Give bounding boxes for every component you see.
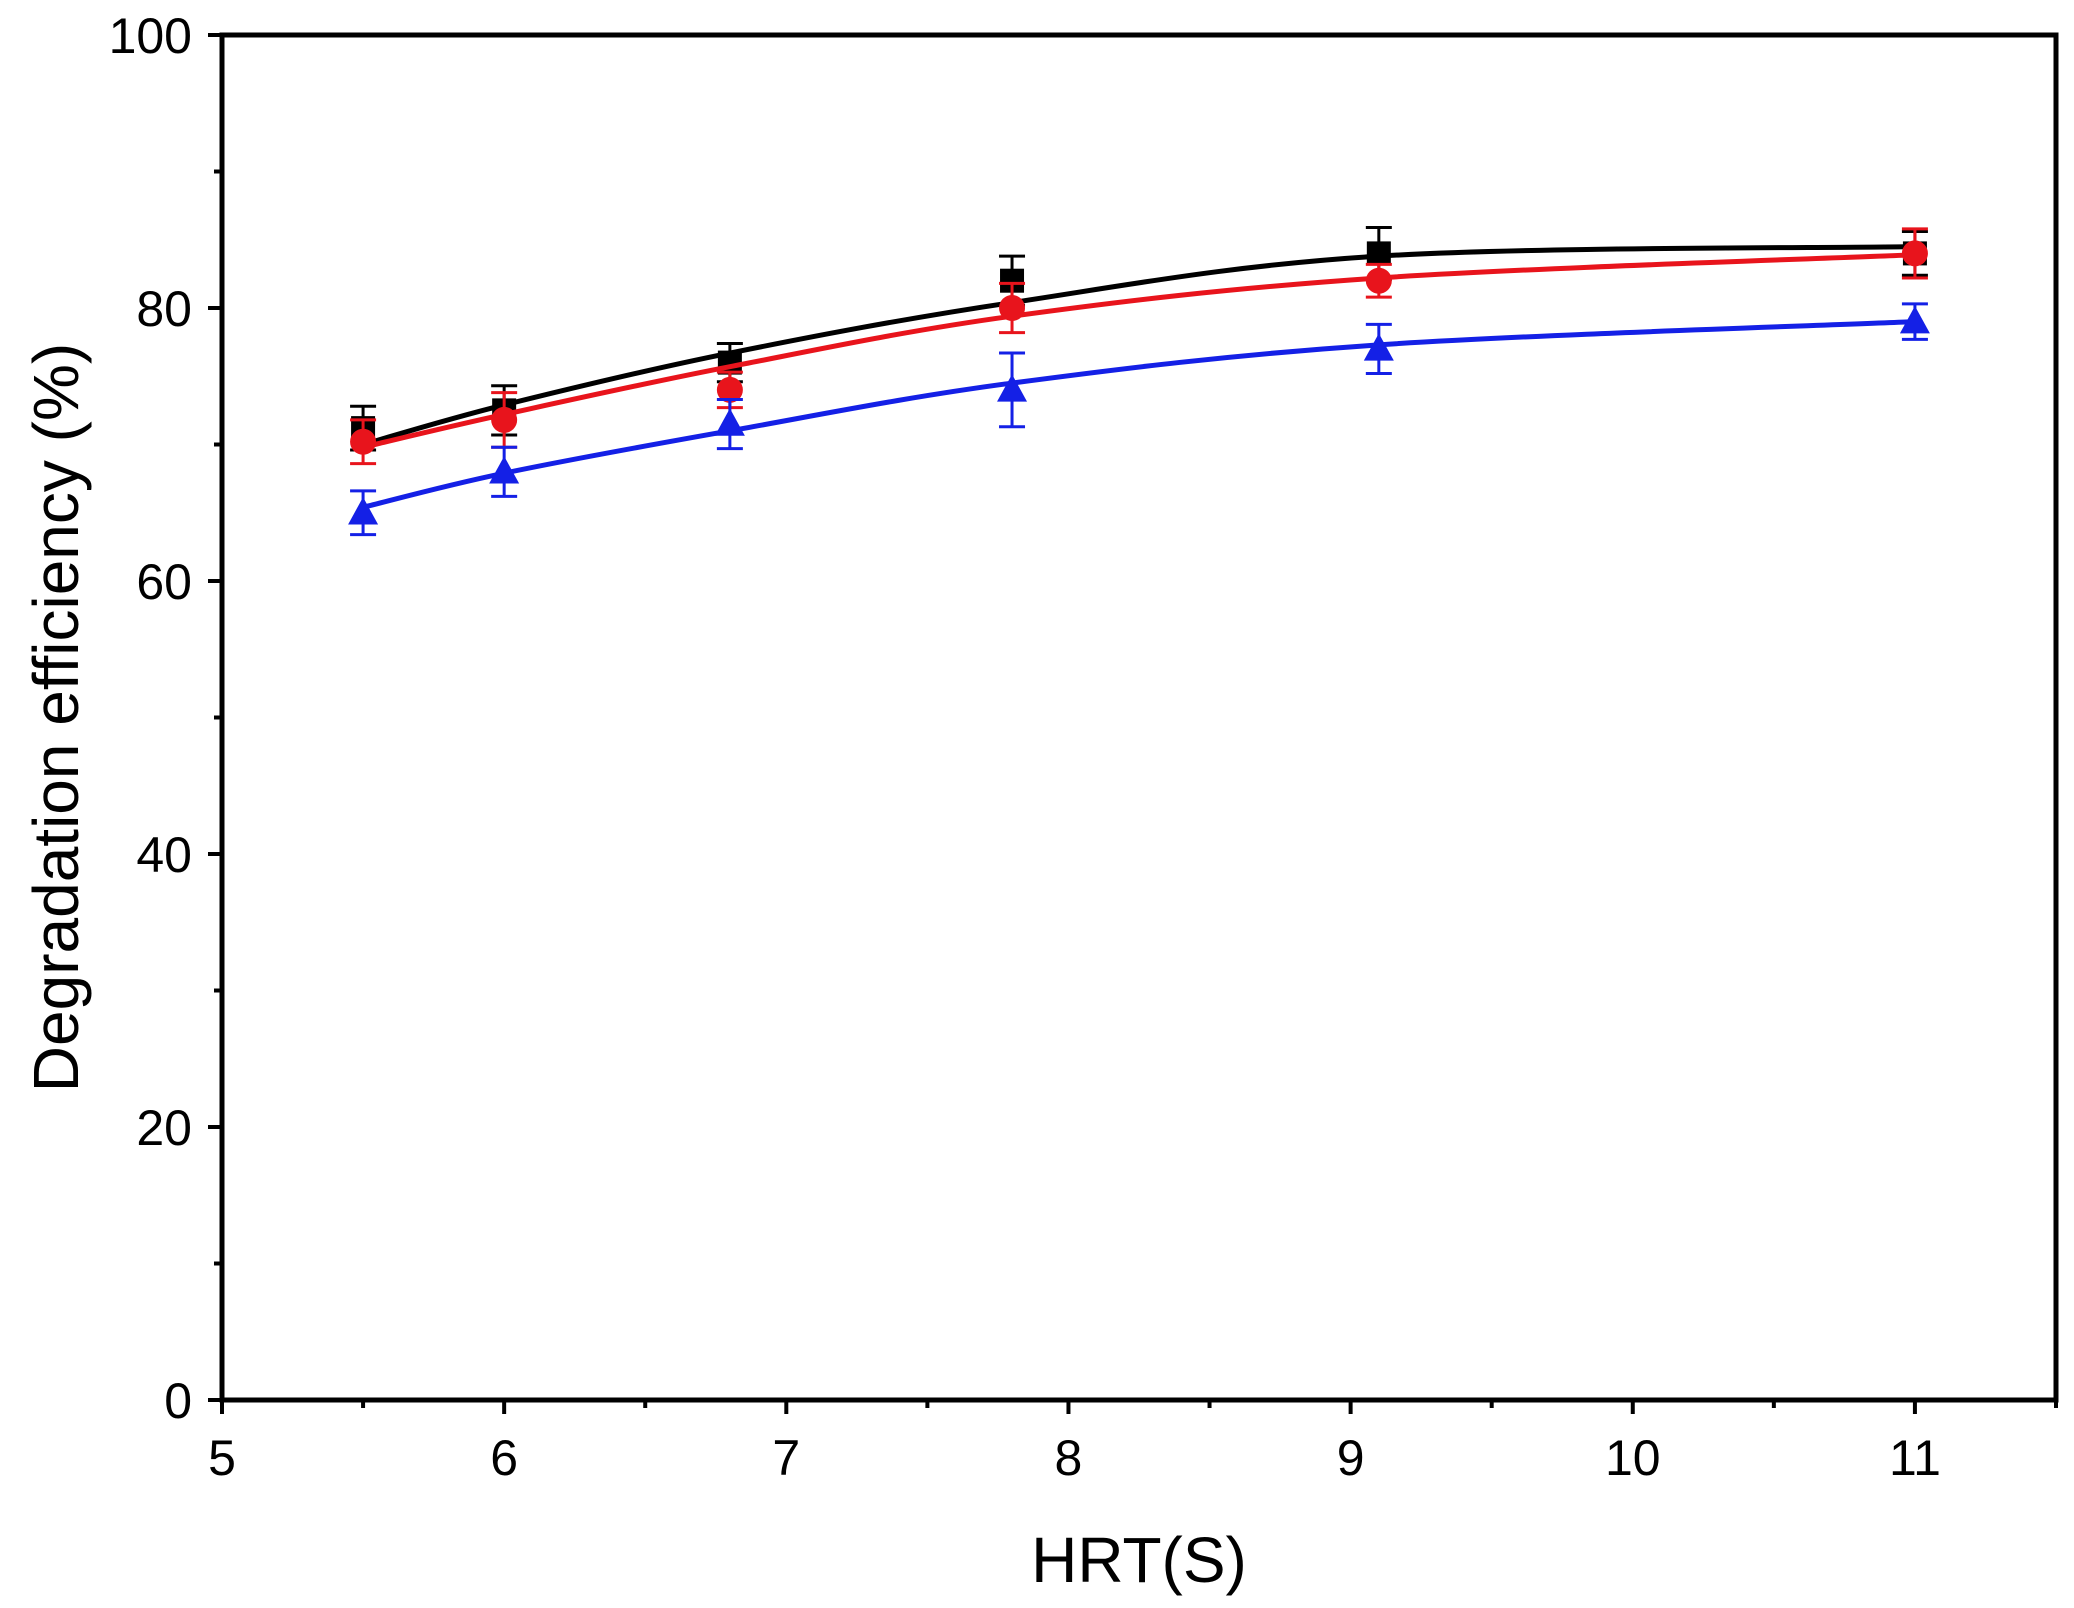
plot-area bbox=[348, 225, 1930, 537]
data-point-circle bbox=[350, 428, 377, 455]
y-tick-label: 20 bbox=[136, 1100, 192, 1156]
data-point-triangle bbox=[997, 374, 1028, 402]
x-axis-label: HRT(S) bbox=[1031, 1524, 1247, 1596]
data-point-circle bbox=[716, 376, 743, 403]
data-point-square bbox=[1366, 241, 1391, 266]
x-tick-label: 5 bbox=[208, 1430, 236, 1486]
y-tick-label: 40 bbox=[136, 827, 192, 883]
series-2 bbox=[350, 227, 1928, 466]
y-tick-label: 60 bbox=[136, 554, 192, 610]
fit-curve bbox=[362, 319, 1916, 510]
fit-curve bbox=[362, 244, 1915, 447]
x-tick-label: 9 bbox=[1337, 1430, 1365, 1486]
data-point-circle bbox=[1365, 267, 1392, 294]
x-tick-label: 6 bbox=[490, 1430, 518, 1486]
x-tick-label: 8 bbox=[1055, 1430, 1083, 1486]
series-3 bbox=[348, 302, 1930, 537]
axis-ticks bbox=[208, 33, 2058, 1414]
x-tick-labels: 5 6 7 8 9 10 11 bbox=[208, 1430, 1941, 1486]
data-point-triangle bbox=[1899, 306, 1930, 334]
x-tick-label: 10 bbox=[1605, 1430, 1661, 1486]
data-point-triangle bbox=[489, 456, 520, 484]
plot-frame bbox=[219, 32, 2059, 1403]
data-point-circle bbox=[491, 406, 518, 433]
data-point-triangle bbox=[714, 408, 745, 436]
y-tick-label: 0 bbox=[164, 1373, 192, 1429]
data-point-triangle bbox=[1363, 333, 1394, 361]
x-tick-label: 7 bbox=[772, 1430, 800, 1486]
y-tick-label: 80 bbox=[136, 281, 192, 337]
x-tick-label: 11 bbox=[1889, 1430, 1941, 1486]
data-point-circle bbox=[1901, 240, 1928, 267]
y-tick-label: 100 bbox=[109, 8, 192, 64]
y-axis-label: Degradation efficiency (%) bbox=[20, 343, 92, 1092]
y-tick-labels: 0 20 40 60 80 100 bbox=[109, 8, 192, 1429]
data-point-circle bbox=[999, 295, 1026, 321]
data-point-triangle bbox=[348, 497, 379, 525]
